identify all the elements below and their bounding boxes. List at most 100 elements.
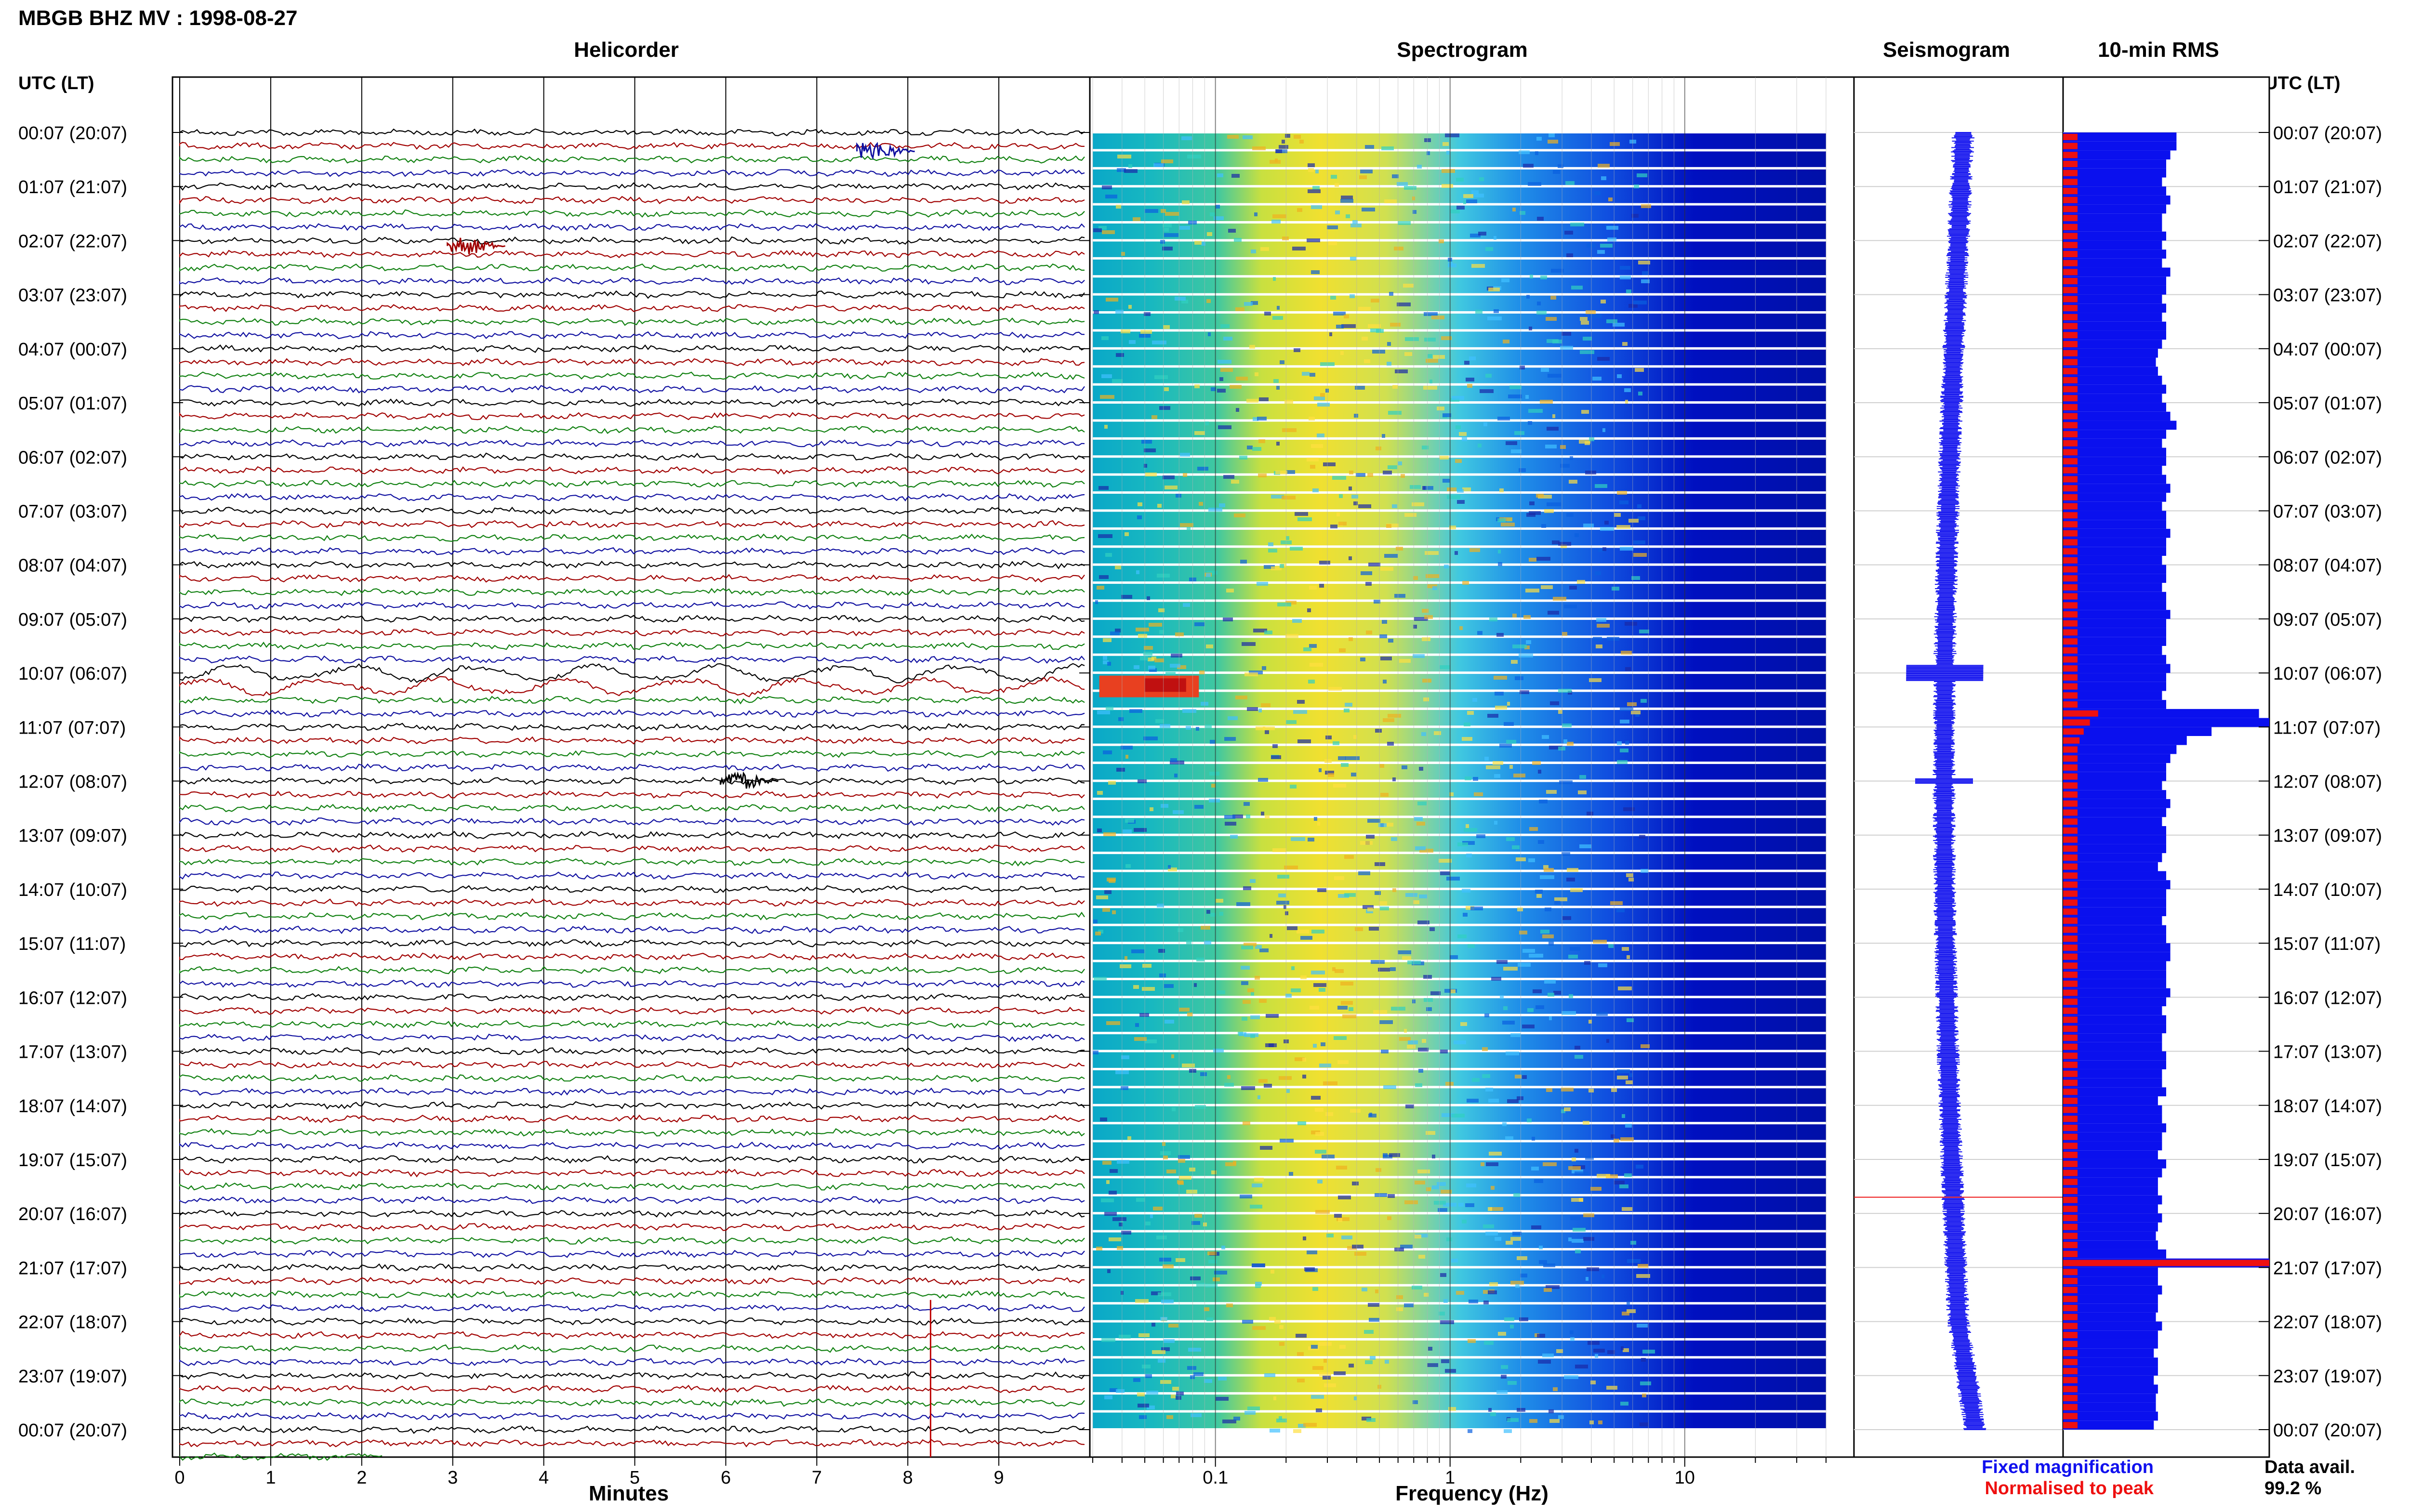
spectrogram-speck [1264, 312, 1271, 316]
spectrogram-speck [1425, 551, 1439, 555]
spectrogram-speck [1120, 964, 1131, 968]
rms-bar-fixed [2063, 438, 2162, 448]
rms-bar-fixed [2063, 1024, 2166, 1034]
spectrogram-speck [1285, 134, 1290, 138]
spectrogram-speck [1532, 761, 1541, 765]
rms-bar-fixed [2063, 132, 2177, 142]
spectrogram-speck [1491, 977, 1501, 981]
rms-bar-normalised [2063, 972, 2078, 978]
spectrogram-speck [1121, 1231, 1131, 1235]
spectrogram-speck [1165, 486, 1178, 489]
spectrogram-speck [1105, 553, 1112, 557]
helicorder-trace [179, 709, 1085, 718]
spectrogram-speck [1121, 746, 1133, 749]
spectrogram-speck [1365, 145, 1374, 149]
spectrogram-row [1093, 1376, 1826, 1393]
rms-bar-fixed [2063, 1195, 2162, 1205]
spectrogram-speck [1351, 773, 1356, 776]
right-time-label: 10:07 (06:07) [2273, 664, 2382, 684]
spectrogram-speck [1153, 163, 1164, 167]
helicorder-trace [179, 776, 1085, 786]
spectrogram-speck [1183, 473, 1187, 477]
spectrogram-speck [1595, 571, 1601, 575]
spectrogram-speck [1349, 486, 1352, 490]
rms-bar-fixed [2063, 1303, 2158, 1313]
spectrogram-speck [1564, 605, 1577, 608]
rms-bar-fixed [2063, 808, 2166, 817]
spectrogram-speck [1634, 184, 1639, 188]
left-time-label: 16:07 (12:07) [18, 988, 127, 1008]
rms-bar-fixed [2063, 1069, 2162, 1078]
right-time-label: 13:07 (09:07) [2273, 826, 2382, 846]
spectrogram-speck [1439, 239, 1444, 243]
spectrogram-row [1093, 854, 1826, 870]
rms-bar-fixed [2063, 1231, 2156, 1241]
spectrogram-speck [1595, 1354, 1598, 1358]
spectrogram-speck [1337, 513, 1340, 516]
rms-bar-fixed [2063, 1168, 2162, 1178]
spectrogram-speck [1235, 696, 1247, 699]
right-time-label: 08:07 (04:07) [2273, 556, 2382, 576]
spectrogram-panel: 0.1 1 10 [1089, 76, 1855, 1488]
rms-bar-fixed [2063, 484, 2171, 493]
spectrogram-row [1093, 475, 1826, 492]
spectrogram-speck [1581, 410, 1589, 414]
spectrogram-speck [1102, 1161, 1112, 1165]
spectrogram-row [1093, 1178, 1826, 1194]
spectrogram-speck [1181, 136, 1192, 140]
spectrogram-speck [1570, 456, 1573, 460]
spectrogram-speck [1097, 791, 1103, 795]
spectrogram-speck [1383, 1085, 1396, 1089]
spectrogram-speck [1334, 1036, 1347, 1040]
spectrogram-speck [1339, 494, 1343, 498]
rms-bar-normalised [2063, 1070, 2078, 1077]
spectrogram-row [1093, 349, 1826, 366]
spectrogram-speck [1456, 1291, 1464, 1295]
spectrogram-speck [1638, 261, 1650, 264]
spectrogram-speck [1606, 1386, 1617, 1390]
spectrogram-speck [1308, 838, 1314, 841]
spectrogram-speck [1244, 802, 1250, 806]
spectrogram-speck [1179, 1176, 1191, 1180]
spectrogram-speck [1163, 1156, 1168, 1159]
spectrogram-speck [1470, 907, 1483, 910]
spectrogram-speck [1319, 768, 1322, 772]
spectrogram-speck [1258, 473, 1267, 477]
frequency-tick-label: 0.1 [1203, 1468, 1228, 1488]
spectrogram-speck [1104, 1395, 1112, 1399]
spectrogram-speck [1386, 524, 1391, 528]
spectrogram-speck [1263, 726, 1275, 730]
spectrogram-speck [1277, 875, 1289, 879]
spectrogram-speck [1630, 1241, 1636, 1245]
spectrogram-speck [1575, 1171, 1588, 1175]
rms-bar-normalised [2063, 638, 2078, 645]
spectrogram-speck [1260, 1146, 1272, 1150]
spectrogram-speck [1466, 854, 1472, 857]
spectrogram-speck [1241, 981, 1248, 985]
spectrogram-speck [1508, 1381, 1517, 1385]
spectrogram-row [1093, 710, 1826, 726]
spectrogram-speck [1575, 1365, 1588, 1368]
spectrogram-speck [1101, 374, 1112, 378]
spectrogram-speck [1142, 987, 1155, 991]
spectrogram-speck [1541, 524, 1546, 528]
spectrogram-speck [1504, 722, 1514, 726]
spectrogram-speck [1508, 394, 1522, 398]
spectrogram-speck [1549, 1409, 1554, 1413]
spectrogram-speck [1161, 159, 1173, 163]
rms-bar-fixed [2063, 340, 2162, 349]
rms-bar-normalised [2063, 250, 2078, 258]
rms-bar-fixed [2063, 583, 2162, 592]
spectrogram-speck [1597, 1174, 1610, 1178]
spectrogram-speck [1335, 969, 1344, 973]
spectrogram-speck [1443, 413, 1451, 417]
spectrogram-speck [1543, 1162, 1557, 1166]
helicorder-trace [179, 560, 1085, 569]
spectrogram-speck [1607, 637, 1619, 641]
spectrogram-speck [1253, 417, 1258, 421]
spectrogram-speck [1613, 323, 1625, 327]
spectrogram-speck [1462, 737, 1472, 741]
spectrogram-speck [1398, 950, 1411, 954]
rms-bar-normalised [2063, 395, 2078, 402]
spectrogram-speck [1178, 1159, 1185, 1163]
